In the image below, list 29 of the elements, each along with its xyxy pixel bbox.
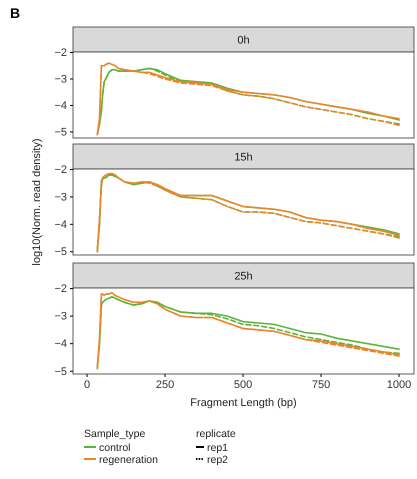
legend-label: regeneration (99, 454, 158, 466)
legend-label: control (99, 442, 131, 454)
chart-title: 25h (234, 270, 253, 282)
x-tick-label: 250 (156, 378, 174, 391)
chart-title: 15h (234, 152, 253, 164)
x-tick-label: 750 (312, 378, 330, 391)
x-axis-title: Fragment Length (bp) (190, 397, 297, 409)
y-tick-label: −3 (54, 74, 67, 86)
text: rep1 (207, 442, 228, 454)
y-tick-label: −3 (54, 310, 67, 323)
y-tick-label: −2 (54, 47, 67, 60)
x-tick-label: 0 (84, 378, 90, 391)
legend-title: Sample_type (84, 428, 146, 440)
chart-title: 0h (237, 34, 250, 46)
y-tick-label: −5 (54, 366, 67, 378)
y-tick-label: −4 (54, 338, 67, 350)
x-tick-label: 1000 (386, 378, 412, 391)
y-tick-label: −2 (54, 164, 67, 176)
y-tick-label: −5 (54, 126, 67, 138)
x-tick-label: 500 (234, 378, 252, 391)
text: replicate (196, 428, 236, 440)
y-tick-label: −5 (54, 246, 67, 258)
y-tick-label: −2 (54, 283, 67, 296)
y-tick-label: −3 (54, 191, 67, 204)
text: rep2 (207, 454, 228, 466)
y-axis-title: log10(Norm. read density) (31, 138, 43, 266)
y-tick-label: −4 (54, 100, 67, 112)
text: B (10, 5, 20, 21)
y-tick-label: −4 (54, 218, 67, 231)
